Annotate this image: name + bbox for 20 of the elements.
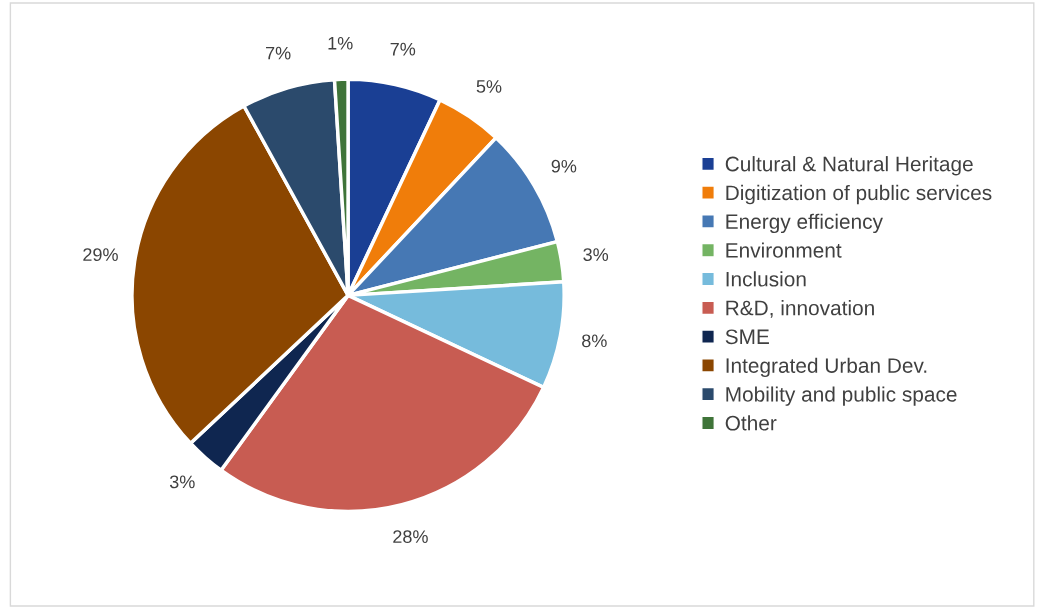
legend-label: Digitization of public services — [726, 184, 992, 205]
data-label: 28% — [393, 530, 428, 544]
legend-label: Inclusion — [726, 271, 806, 287]
data-label: 5% — [476, 80, 502, 93]
legend-label: Energy efficiency — [726, 213, 883, 234]
legend-label: R&D, innovation — [726, 300, 874, 318]
data-label: 7% — [390, 42, 416, 56]
legend-label: Mobility and public space — [726, 386, 957, 406]
legend-label: SME — [725, 329, 769, 345]
data-label: 3% — [583, 248, 609, 261]
data-label: 8% — [582, 334, 607, 348]
data-label: 7% — [266, 46, 291, 60]
data-label: 29% — [83, 248, 118, 261]
legend-label: Integrated Urban Dev. — [726, 357, 927, 378]
data-label: 3% — [169, 475, 195, 489]
legend-label: Cultural & Natural Heritage — [725, 156, 973, 176]
data-label: 9% — [551, 159, 577, 173]
legend-label: Environment — [726, 242, 842, 258]
data-label: 1% — [328, 36, 353, 50]
legend-label: Other — [725, 415, 777, 431]
